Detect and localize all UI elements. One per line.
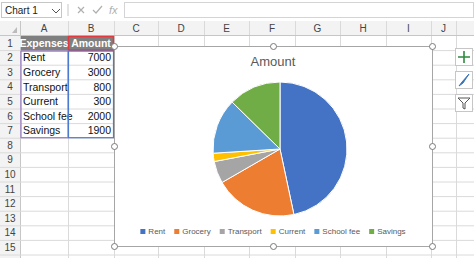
brush-icon [459, 74, 469, 86]
cell-number: 3000 [88, 66, 112, 78]
column-header-bar [0, 21, 474, 36]
column-label: C [132, 23, 139, 34]
column-label: E [223, 23, 230, 34]
row-label: 4 [7, 81, 13, 92]
row-label: 2 [7, 52, 13, 63]
row-label: 10 [4, 169, 16, 180]
pie-slice [232, 82, 280, 149]
cell-text: Transport [23, 81, 68, 93]
name-box[interactable] [2, 3, 62, 18]
cell-text: Savings [23, 124, 60, 136]
cell-number: 300 [93, 95, 111, 107]
cell-text: Grocery [23, 66, 61, 78]
row-label: 9 [7, 154, 13, 165]
resize-handle[interactable] [430, 44, 436, 50]
button-frame [456, 95, 473, 112]
row-label: 14 [4, 227, 16, 238]
legend-swatch [271, 229, 276, 234]
resize-handle[interactable] [271, 244, 277, 250]
series-name-range [69, 37, 114, 51]
column-label: H [359, 23, 366, 34]
cell-number: 1900 [88, 124, 112, 136]
legend-label: Transport [228, 227, 263, 236]
cell-number: 7000 [88, 51, 112, 63]
cell-text: Rent [23, 51, 45, 63]
chart-styles-button[interactable] [456, 72, 473, 89]
button-frame [456, 72, 473, 89]
plus-icon [458, 51, 470, 63]
legend-label: Rent [148, 227, 166, 236]
chart-title: Amount [251, 54, 296, 69]
page: Chart 1fxABCDEFGHIJ123456789101112131415… [0, 0, 474, 258]
column-label: F [269, 23, 275, 34]
header-cell [69, 36, 114, 51]
legend-label: Grocery [182, 227, 210, 236]
legend-swatch [174, 229, 179, 234]
formula-bar [0, 0, 474, 20]
chart-filters-button[interactable] [456, 95, 473, 112]
row-line [0, 255, 474, 256]
resize-handle[interactable] [112, 244, 118, 250]
chart-elements-button[interactable] [456, 49, 473, 66]
enter-icon [93, 6, 102, 13]
row-label: 5 [7, 96, 13, 107]
column-label: A [41, 23, 48, 34]
category-range [21, 51, 68, 138]
cell-text: School fee [23, 110, 73, 122]
select-all [12, 27, 17, 33]
header-text: Amount [71, 37, 111, 49]
resize-handle[interactable] [430, 244, 436, 250]
column-label: G [314, 23, 322, 34]
resize-handle[interactable] [112, 44, 118, 50]
resize-handle[interactable] [271, 44, 277, 50]
pie [213, 82, 347, 216]
resize-handle[interactable] [112, 144, 118, 150]
column-label: I [407, 23, 410, 34]
legend-label: School fee [322, 227, 360, 236]
row-label: 12 [4, 198, 16, 209]
button-frame [456, 49, 473, 66]
formula-input[interactable] [125, 3, 474, 18]
legend-swatch [220, 229, 225, 234]
row-label: 3 [7, 67, 13, 78]
row-label: 7 [7, 125, 13, 136]
row-label: 11 [5, 184, 16, 195]
resize-handle[interactable] [430, 144, 436, 150]
row-header-bar [0, 36, 20, 258]
name-box-text: Chart 1 [5, 5, 38, 16]
cell-number: 800 [93, 81, 111, 93]
column-label: D [177, 23, 184, 34]
chart: Amount Rent Grocery Transport Current School … [112, 44, 436, 250]
cancel-icon [78, 7, 84, 13]
row-label: 15 [4, 242, 16, 253]
legend-swatch [314, 229, 319, 234]
row-label: 13 [4, 213, 16, 224]
value-range [69, 51, 114, 138]
separator [68, 4, 69, 16]
row-label: 1 [7, 38, 13, 49]
legend: Rent Grocery Transport Current School fee Sav… [140, 227, 405, 236]
filter-icon [458, 98, 470, 109]
chart-area[interactable] [115, 47, 433, 247]
row-label: 6 [7, 111, 13, 122]
legend-label: Current [279, 227, 306, 236]
row-label: 8 [7, 140, 13, 151]
header-text: Expenses [19, 37, 68, 49]
column-label: B [88, 23, 95, 34]
column-label: J [441, 23, 446, 34]
dropdown-arrow [52, 9, 60, 13]
legend-swatch [140, 229, 145, 234]
cell-text: Current [23, 95, 58, 107]
cell-number: 2000 [88, 110, 112, 122]
legend-swatch [369, 229, 374, 234]
fx-label: fx [109, 4, 118, 16]
legend-label: Savings [377, 227, 405, 236]
